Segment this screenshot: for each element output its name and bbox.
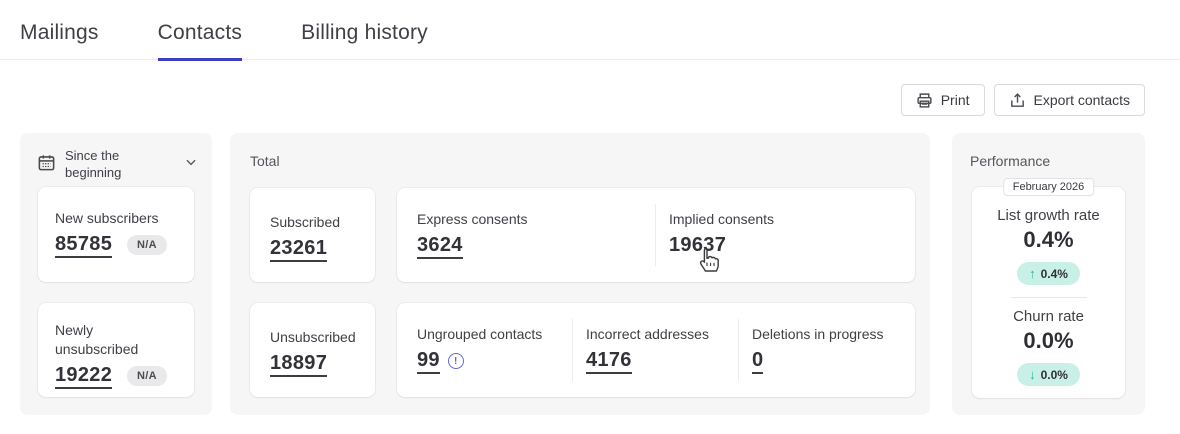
newly-unsubscribed-label: Newly unsubscribed bbox=[55, 322, 139, 357]
period-panel: Since the beginning New subscribers 8578… bbox=[20, 133, 212, 415]
churn-rate-delta: 0.0% bbox=[1040, 367, 1068, 382]
implied-consents-label: Implied consents bbox=[669, 211, 775, 227]
printer-icon bbox=[916, 92, 933, 109]
tabbar: Mailings Contacts Billing history bbox=[0, 0, 1180, 61]
unsubscribed-value[interactable]: 18897 bbox=[270, 351, 328, 377]
divider bbox=[1010, 297, 1087, 298]
print-button-label: Print bbox=[940, 92, 970, 108]
performance-panel-title: Performance bbox=[970, 153, 1051, 169]
newly-unsubscribed-value[interactable]: 19222 bbox=[55, 363, 113, 389]
tab-contacts[interactable]: Contacts bbox=[157, 21, 243, 61]
divider bbox=[655, 204, 656, 266]
arrow-up-icon: ↑ bbox=[1029, 266, 1036, 281]
list-growth-delta-pill: ↑ 0.4% bbox=[1017, 262, 1080, 285]
calendar-icon bbox=[37, 153, 56, 177]
new-subscribers-card: New subscribers 85785 N/A bbox=[38, 187, 194, 282]
incorrect-addresses-cell: Incorrect addresses 4176 bbox=[573, 303, 738, 397]
arrow-down-icon: ↓ bbox=[1029, 367, 1036, 382]
total-panel-title: Total bbox=[250, 153, 280, 169]
subscribed-card: Subscribed 23261 bbox=[250, 188, 375, 282]
ungrouped-contacts-label: Ungrouped contacts bbox=[417, 326, 543, 342]
list-growth-delta: 0.4% bbox=[1040, 266, 1068, 281]
divider bbox=[738, 319, 739, 381]
churn-rate-label: Churn rate bbox=[1013, 308, 1084, 325]
chevron-down-icon bbox=[184, 155, 198, 174]
new-subscribers-label: New subscribers bbox=[55, 210, 159, 226]
divider bbox=[572, 319, 573, 381]
churn-rate-value: 0.0% bbox=[1023, 328, 1074, 353]
period-selector[interactable]: Since the beginning bbox=[20, 133, 212, 182]
subscribed-value[interactable]: 23261 bbox=[270, 236, 328, 262]
unsubscribed-label: Unsubscribed bbox=[270, 329, 356, 345]
performance-card: List growth rate 0.4% ↑ 0.4% Churn rate … bbox=[972, 187, 1125, 398]
implied-consents-value[interactable]: 19637 bbox=[669, 233, 727, 256]
churn-rate-delta-pill: ↓ 0.0% bbox=[1017, 363, 1080, 386]
warning-icon[interactable]: ! bbox=[447, 353, 464, 370]
deletions-cell: Deletions in progress 0 bbox=[739, 303, 915, 397]
print-button[interactable]: Print bbox=[900, 84, 985, 116]
consents-card: Express consents 3624 Implied consents 1… bbox=[397, 188, 915, 282]
ungrouped-contacts-cell: Ungrouped contacts 99! bbox=[397, 303, 572, 397]
churn-rate-metric: Churn rate 0.0% ↓ 0.0% bbox=[1013, 308, 1084, 386]
tab-billing-history[interactable]: Billing history bbox=[301, 21, 428, 44]
hygiene-card: Ungrouped contacts 99! Incorrect address… bbox=[397, 303, 915, 397]
list-growth-metric: List growth rate 0.4% ↑ 0.4% bbox=[997, 207, 1100, 285]
incorrect-addresses-label: Incorrect addresses bbox=[586, 326, 709, 342]
express-consents-value[interactable]: 3624 bbox=[417, 233, 463, 259]
implied-consents-cell: Implied consents 19637 bbox=[656, 188, 915, 282]
new-subscribers-value[interactable]: 85785 bbox=[55, 232, 113, 258]
list-growth-value: 0.4% bbox=[1023, 227, 1074, 252]
express-consents-cell: Express consents 3624 bbox=[397, 188, 655, 282]
deletions-value[interactable]: 0 bbox=[752, 348, 764, 374]
subscribed-label: Subscribed bbox=[270, 214, 341, 230]
ungrouped-contacts-value[interactable]: 99 bbox=[417, 348, 440, 374]
deletions-label: Deletions in progress bbox=[752, 326, 884, 342]
export-contacts-button-label: Export contacts bbox=[1033, 92, 1131, 108]
tab-mailings[interactable]: Mailings bbox=[20, 21, 99, 44]
incorrect-addresses-value[interactable]: 4176 bbox=[586, 348, 632, 374]
newly-unsubscribed-card: Newly unsubscribed 19222 N/A bbox=[38, 303, 194, 397]
performance-period-chip: February 2026 bbox=[1002, 178, 1095, 196]
express-consents-label: Express consents bbox=[417, 211, 528, 227]
unsubscribed-card: Unsubscribed 18897 bbox=[250, 303, 375, 397]
export-contacts-button[interactable]: Export contacts bbox=[993, 84, 1145, 116]
total-panel: Total Subscribed 23261 Express consents … bbox=[230, 133, 930, 415]
performance-panel: Performance February 2026 List growth ra… bbox=[952, 133, 1145, 415]
newly-unsubscribed-badge: N/A bbox=[126, 365, 167, 386]
list-growth-label: List growth rate bbox=[997, 207, 1100, 224]
new-subscribers-badge: N/A bbox=[126, 234, 167, 255]
period-selector-label: Since the beginning bbox=[65, 148, 122, 180]
export-icon bbox=[1009, 92, 1026, 109]
toolbar: Print Export contacts bbox=[900, 84, 1145, 116]
